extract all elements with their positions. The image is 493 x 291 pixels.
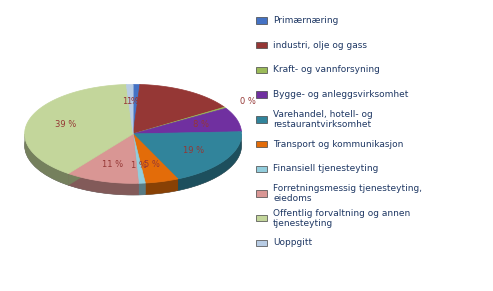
Text: Primærnæring: Primærnæring [273, 16, 339, 25]
Polygon shape [133, 132, 242, 179]
Bar [256, 240, 267, 246]
Polygon shape [69, 134, 133, 185]
Polygon shape [178, 134, 242, 191]
Text: Finansiell tjenesteyting: Finansiell tjenesteyting [273, 164, 379, 173]
Bar [256, 190, 267, 197]
Bar [256, 141, 267, 147]
Text: 5 %: 5 % [144, 160, 160, 169]
Polygon shape [126, 84, 133, 134]
Polygon shape [133, 134, 139, 195]
Text: 1 %: 1 % [127, 97, 143, 106]
Text: industri, olje og gass: industri, olje og gass [273, 41, 367, 49]
Bar [256, 67, 267, 73]
Polygon shape [25, 84, 133, 174]
Bar [256, 116, 267, 123]
Text: 8 %: 8 % [193, 120, 209, 129]
Polygon shape [133, 134, 178, 183]
Text: Forretningsmessig tjenesteyting,
eiedoms: Forretningsmessig tjenesteyting, eiedoms [273, 184, 422, 203]
Polygon shape [133, 134, 145, 183]
Polygon shape [69, 134, 133, 185]
Polygon shape [69, 174, 139, 195]
Polygon shape [139, 183, 145, 195]
Polygon shape [133, 84, 224, 134]
Polygon shape [133, 84, 140, 134]
Text: Varehandel, hotell- og
restaurantvirksomhet: Varehandel, hotell- og restaurantvirksom… [273, 110, 373, 129]
Polygon shape [133, 134, 178, 191]
Polygon shape [69, 134, 139, 183]
Polygon shape [145, 179, 178, 195]
Bar [256, 215, 267, 221]
Polygon shape [133, 134, 178, 191]
Text: Offentlig forvaltning og annen
tjenesteyting: Offentlig forvaltning og annen tjenestey… [273, 209, 410, 228]
Bar [256, 91, 267, 98]
Polygon shape [25, 134, 69, 185]
Polygon shape [133, 108, 242, 134]
Text: 15 %: 15 % [158, 102, 179, 111]
Polygon shape [133, 107, 226, 134]
Polygon shape [133, 134, 139, 195]
Text: Transport og kommunikasjon: Transport og kommunikasjon [273, 140, 403, 148]
Ellipse shape [25, 96, 242, 195]
Text: 39 %: 39 % [55, 120, 76, 129]
Polygon shape [133, 134, 145, 195]
Text: Bygge- og anleggsvirksomhet: Bygge- og anleggsvirksomhet [273, 90, 409, 99]
Text: Kraft- og vannforsyning: Kraft- og vannforsyning [273, 65, 380, 74]
Text: 19 %: 19 % [182, 146, 204, 155]
Text: 11 %: 11 % [102, 160, 123, 169]
Polygon shape [133, 134, 145, 195]
Bar [256, 17, 267, 24]
Bar [256, 42, 267, 48]
Text: 1 %: 1 % [131, 162, 147, 171]
Bar [256, 166, 267, 172]
Text: 0 %: 0 % [240, 97, 256, 106]
Text: Uoppgitt: Uoppgitt [273, 239, 312, 247]
Text: 1 %: 1 % [123, 97, 139, 106]
